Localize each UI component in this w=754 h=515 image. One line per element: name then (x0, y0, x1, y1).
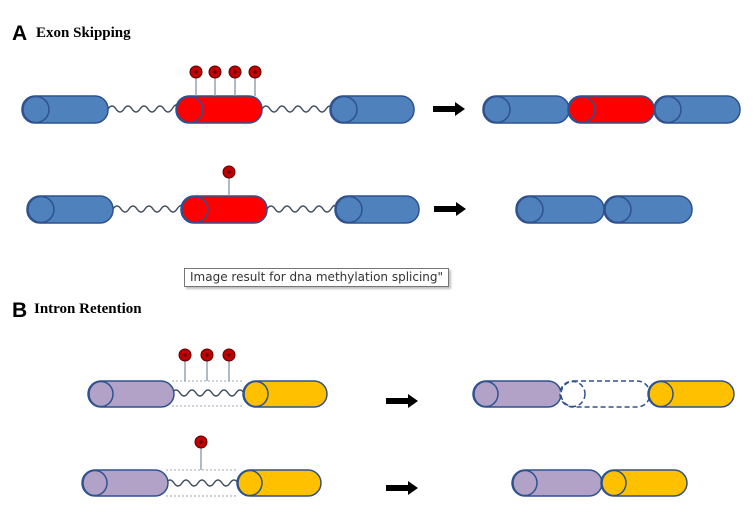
methyl-group-lollipop-icon (248, 65, 262, 96)
panel-a-row1-premrna (21, 65, 415, 124)
panel-b-row1-mrna-retained (472, 380, 735, 408)
exon-yellow (600, 469, 688, 497)
methyl-group-lollipop-icon (228, 65, 242, 96)
panel-a-row2-premrna (26, 165, 420, 224)
panel-b-letter: B (12, 299, 27, 322)
exon-blue (329, 95, 415, 124)
exon-red-methylated (567, 95, 655, 124)
panel-b-row2-premrna (81, 435, 322, 497)
methyl-group-lollipop-icon (208, 65, 222, 96)
exon-purple (511, 469, 603, 497)
retained-intron-dashed (559, 380, 651, 408)
right-arrow-icon (434, 202, 466, 216)
exon-blue (603, 195, 693, 224)
methyl-group-lollipop-icon (189, 65, 203, 96)
right-arrow-icon (386, 394, 418, 408)
intron-wavy-line (171, 389, 245, 397)
methyl-group-lollipop-icon (194, 435, 208, 470)
exon-blue (21, 95, 109, 124)
panel-a-row2-mrna-skipped (515, 195, 693, 224)
panel-a-letter: A (12, 22, 27, 45)
methyl-group-lollipop-icon (200, 348, 214, 381)
exon-blue (653, 95, 741, 124)
exon-purple (472, 380, 562, 408)
panel-b-row1-premrna (87, 348, 328, 408)
exon-blue (26, 195, 114, 224)
panel-b-row2-mrna-spliced (511, 469, 688, 497)
intron-wavy-line (112, 204, 184, 213)
panel-b-title: Intron Retention (34, 301, 142, 317)
exon-yellow (242, 380, 328, 408)
exon-blue (334, 195, 420, 224)
right-arrow-icon (433, 102, 465, 116)
methyl-group-lollipop-icon (222, 348, 236, 381)
exon-purple (81, 469, 169, 497)
exon-blue (515, 195, 605, 224)
intron-wavy-line (261, 105, 335, 113)
intron-wavy-line (107, 104, 177, 113)
intron-wavy-line (165, 479, 239, 487)
panel-a-row1-mrna-included (482, 95, 741, 124)
methyl-group-lollipop-icon (222, 165, 236, 196)
image-tooltip: Image result for dna methylation splicin… (184, 268, 450, 287)
right-arrow-icon (386, 481, 418, 495)
exon-blue (482, 95, 570, 124)
exon-yellow (647, 380, 735, 408)
exon-yellow (236, 469, 322, 497)
intron-wavy-line (266, 204, 336, 213)
methyl-group-lollipop-icon (178, 348, 192, 381)
exon-red-methylated (175, 95, 263, 124)
panel-a-title: Exon Skipping (36, 25, 131, 41)
exon-red-methylated (180, 195, 268, 224)
exon-purple (87, 380, 175, 408)
